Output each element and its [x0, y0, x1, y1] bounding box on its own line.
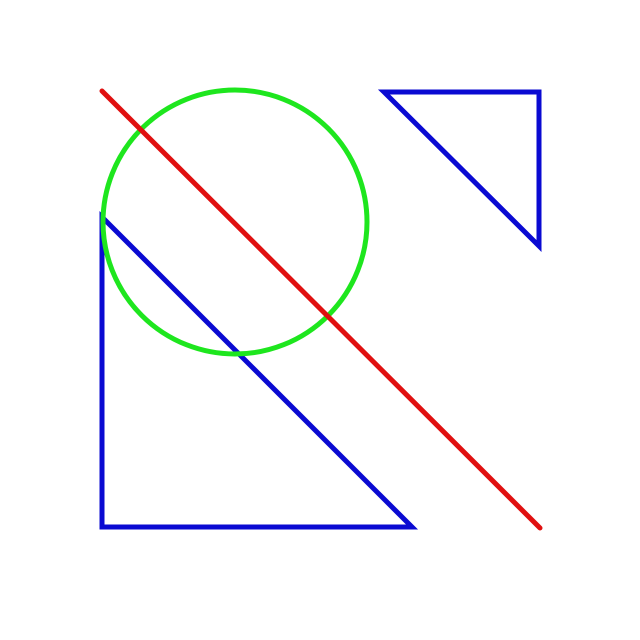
- small-blue-triangle: [377, 89, 542, 253]
- green-circle: [100, 87, 370, 357]
- red-diagonal-line: [99, 88, 543, 531]
- large-blue-triangle: [99, 210, 419, 530]
